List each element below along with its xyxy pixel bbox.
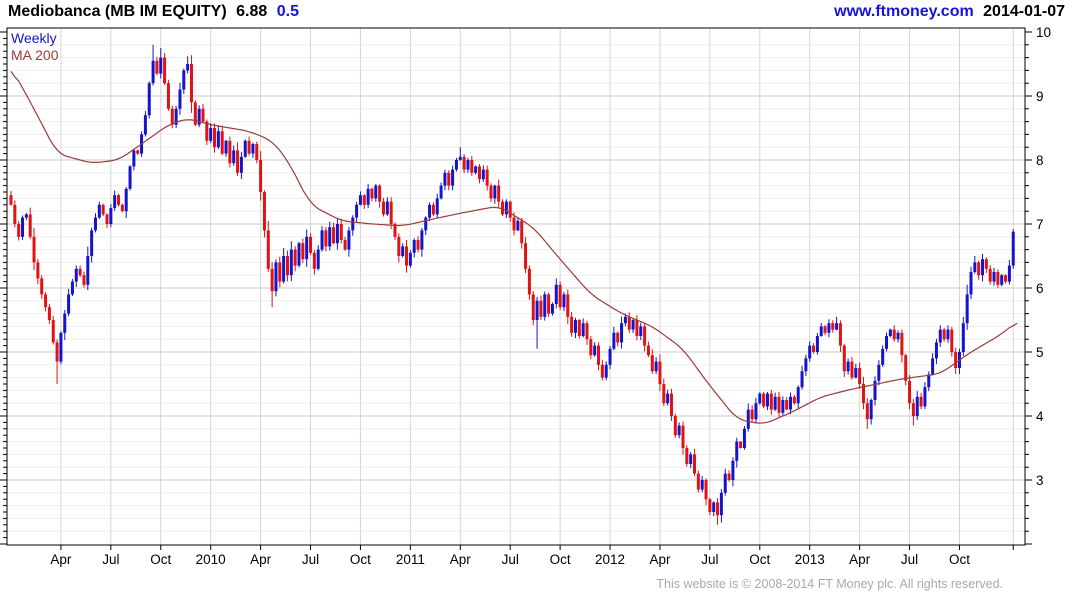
x-tick-label: Apr: [250, 552, 272, 567]
copyright-notice: This website is © 2008-2014 FT Money plc…: [656, 577, 1003, 591]
y-tick-label: 5: [1036, 345, 1044, 360]
x-tick-label: 2010: [196, 552, 226, 567]
plot-border: [6, 27, 1026, 546]
x-tick-label: Oct: [350, 552, 371, 567]
x-tick-label: Jul: [502, 552, 519, 567]
last-price: 6.88: [236, 3, 268, 20]
legend-interval: Weekly: [11, 30, 57, 46]
y-tick-label: 9: [1036, 89, 1044, 104]
x-tick-label: 2011: [396, 552, 425, 567]
x-axis-labels: Apr Jul Oct 2010 Apr Jul Oct 2011 Apr Jul Oct 2012 A…: [50, 545, 1014, 567]
x-tick-label: Oct: [150, 552, 171, 567]
x-tick-label: Jul: [302, 552, 319, 567]
x-tick-label: 2013: [795, 552, 825, 567]
x-tick-label: 2012: [595, 552, 625, 567]
candles: [9, 44, 1015, 525]
y-tick-label: 7: [1036, 217, 1044, 232]
site-link[interactable]: www.ftmoney.com: [834, 3, 974, 20]
y-tick-label: 10: [1036, 25, 1051, 40]
chart-legend: Weekly MA 200: [11, 30, 58, 64]
price-change: 0.5: [276, 3, 299, 20]
x-tick-label: Apr: [450, 552, 472, 567]
x-tick-label: Oct: [749, 552, 770, 567]
x-tick-label: Jul: [901, 552, 918, 567]
x-tick-label: Apr: [849, 552, 871, 567]
chart-title: Mediobanca (MB IM EQUITY) 6.88 0.5: [8, 3, 299, 21]
x-tick-label: Apr: [649, 552, 671, 567]
ma200-line: [10, 71, 1018, 424]
gridlines-major: [7, 95, 1025, 481]
x-tick-label: Apr: [50, 552, 72, 567]
x-tick-label: Oct: [949, 552, 970, 567]
y-axis: 3 4 5 6 7 8 9 10: [0, 25, 1051, 545]
gridlines-vertical: [60, 28, 1014, 545]
x-tick-label: Oct: [550, 552, 571, 567]
legend-ma200: MA 200: [11, 47, 59, 63]
instrument-name: Mediobanca (MB IM EQUITY): [8, 3, 227, 20]
y-tick-label: 4: [1036, 409, 1044, 424]
y-tick-label: 6: [1036, 281, 1044, 296]
header-right: www.ftmoney.com 2014-01-07: [834, 3, 1065, 21]
y-tick-label: 3: [1036, 473, 1044, 488]
x-tick-label: Jul: [701, 552, 718, 567]
gridlines-minor: [7, 44, 1025, 532]
y-tick-label: 8: [1036, 153, 1044, 168]
chart-date: 2014-01-07: [983, 3, 1065, 20]
x-tick-label: Jul: [102, 552, 119, 567]
